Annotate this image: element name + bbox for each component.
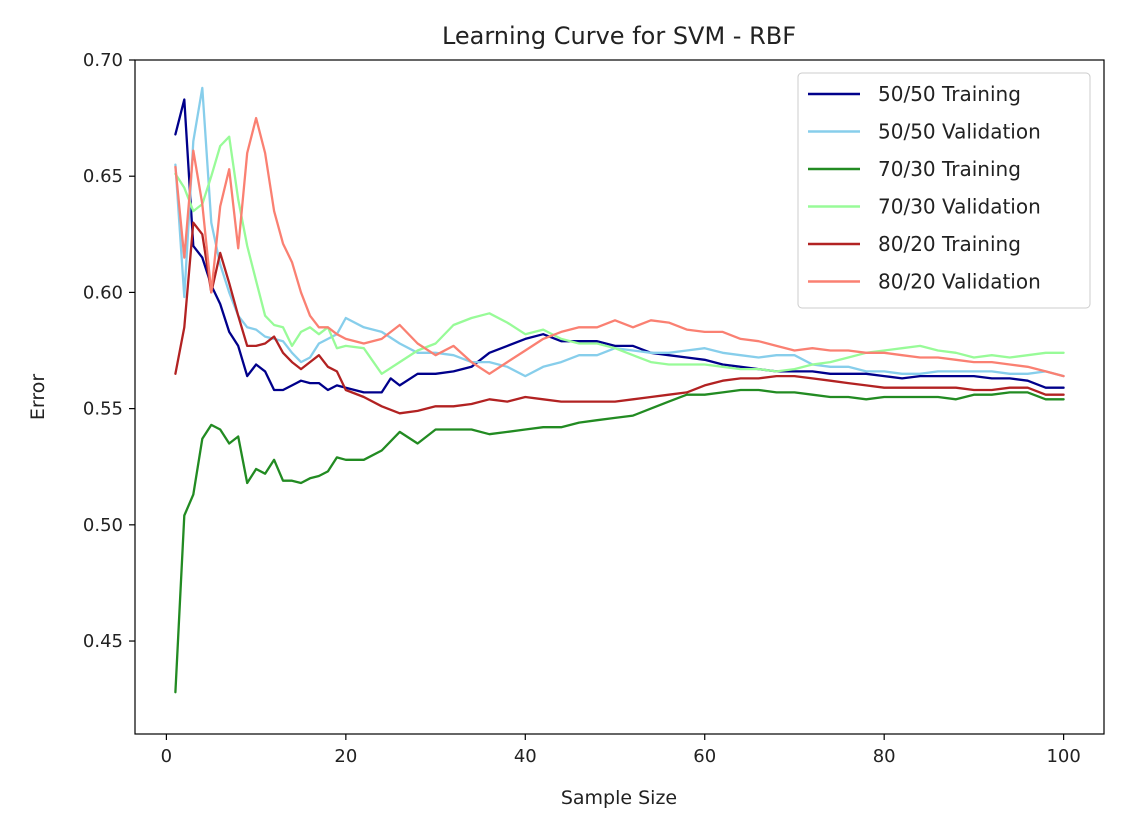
legend: 50/50 Training 50/50 Validation 70/30 Trai…: [797, 72, 1091, 309]
y-tick-label: 0.65: [83, 166, 123, 187]
plot-frame: [134, 59, 1105, 735]
y-tick-label: 0.55: [83, 399, 123, 420]
y-tick-label: 0.45: [83, 631, 123, 652]
series-line-3: [174, 135, 1065, 375]
y-tick-label: 0.60: [83, 282, 123, 303]
series-layer: [174, 86, 1065, 694]
chart-title: Learning Curve for SVM - RBF: [442, 22, 796, 50]
x-tick-label: 0: [161, 746, 172, 767]
legend-box: [797, 72, 1091, 309]
y-axis: 0.45 0.50 0.55 0.60 0.65 0.70: [83, 50, 135, 652]
series-line-0: [174, 98, 1065, 394]
y-tick-label: 0.50: [83, 515, 123, 536]
plot-area: 0 20 40 60 80 100 0.45 0.50 0.55 0.60 0.65 0.70: [83, 50, 1105, 767]
legend-label-1: 50/50 Validation: [878, 120, 1041, 144]
legend-label-2: 70/30 Training: [878, 157, 1021, 181]
x-tick-label: 20: [334, 746, 357, 767]
series-line-1: [174, 86, 1065, 378]
x-axis-label: Sample Size: [561, 787, 677, 809]
x-tick-label: 40: [514, 746, 537, 767]
x-tick-label: 80: [873, 746, 896, 767]
series-line-5: [174, 116, 1065, 378]
y-axis-label: Error: [27, 374, 49, 421]
series-line-2: [174, 388, 1065, 694]
legend-label-4: 80/20 Training: [878, 232, 1021, 256]
y-tick-label: 0.70: [83, 50, 123, 71]
legend-label-3: 70/30 Validation: [878, 195, 1041, 219]
x-tick-label: 60: [693, 746, 716, 767]
x-tick-label: 100: [1046, 746, 1080, 767]
legend-label-0: 50/50 Training: [878, 82, 1021, 106]
series-line-4: [174, 221, 1065, 415]
x-axis: 0 20 40 60 80 100: [161, 734, 1081, 767]
legend-label-5: 80/20 Validation: [878, 270, 1041, 294]
